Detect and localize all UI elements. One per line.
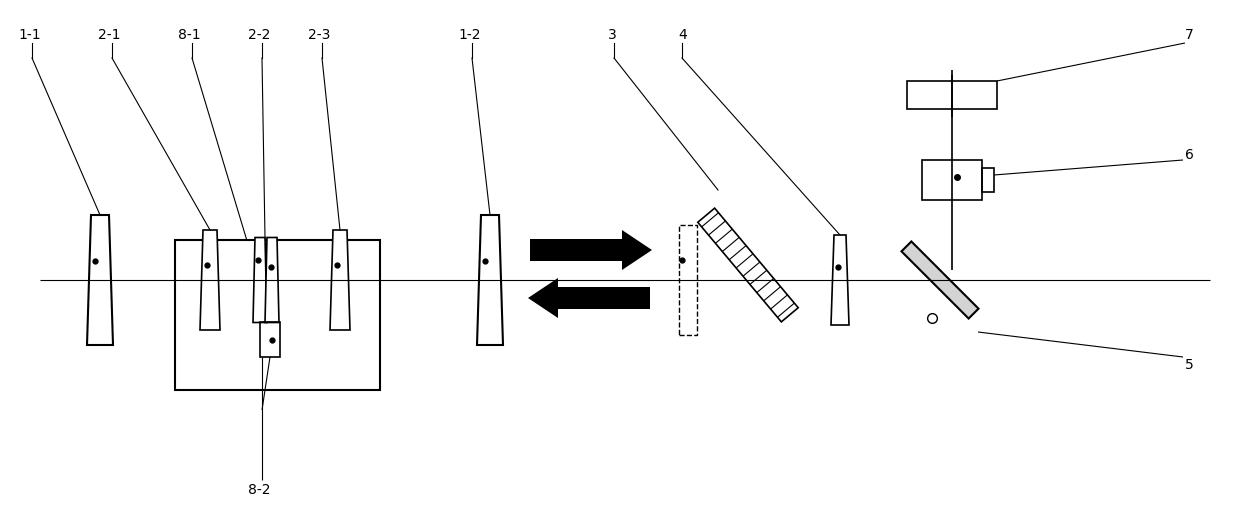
Polygon shape	[253, 237, 267, 322]
Bar	[982, 168, 994, 192]
Polygon shape	[87, 215, 113, 345]
Text: 8-1: 8-1	[179, 28, 201, 42]
Text: 2-3: 2-3	[308, 28, 330, 42]
Polygon shape	[698, 208, 799, 322]
Polygon shape	[330, 230, 350, 330]
Polygon shape	[831, 235, 849, 325]
Polygon shape	[901, 242, 978, 319]
Text: 2-1: 2-1	[98, 28, 120, 42]
Bar	[923, 160, 982, 200]
Text: 4: 4	[678, 28, 687, 42]
Polygon shape	[477, 215, 503, 345]
Text: 5: 5	[1185, 358, 1194, 372]
Text: 2-2: 2-2	[248, 28, 270, 42]
Text: 1-1: 1-1	[19, 28, 41, 42]
Polygon shape	[265, 237, 279, 322]
Polygon shape	[200, 230, 219, 330]
Text: 6: 6	[1185, 148, 1194, 162]
FancyArrow shape	[528, 278, 650, 318]
Text: 1-2: 1-2	[458, 28, 481, 42]
Text: 8-2: 8-2	[248, 483, 270, 497]
Text: 3: 3	[608, 28, 616, 42]
Bar	[680, 225, 697, 335]
Bar	[906, 81, 997, 109]
Bar	[260, 322, 280, 357]
Text: 7: 7	[1185, 28, 1194, 42]
Bar	[175, 240, 379, 390]
FancyArrow shape	[529, 230, 652, 270]
